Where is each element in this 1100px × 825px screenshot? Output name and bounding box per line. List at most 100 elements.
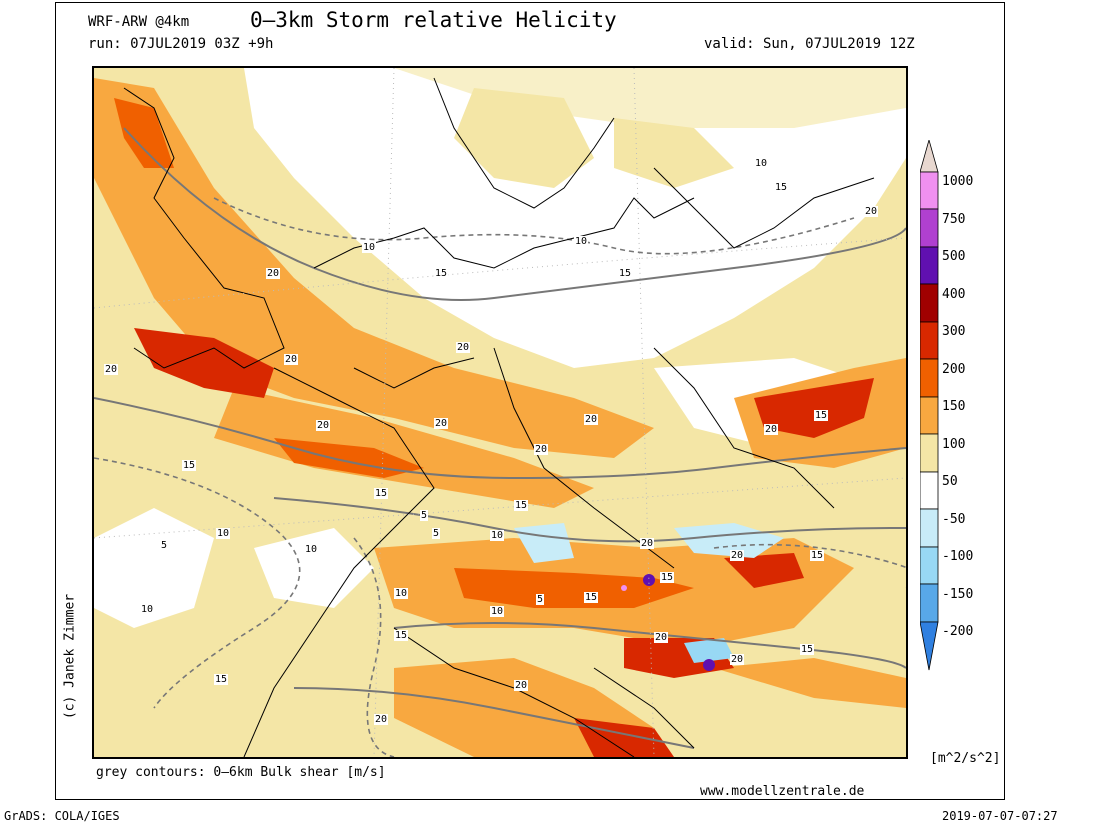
legend-swatch <box>920 433 939 473</box>
negative-patch-1 <box>514 523 574 563</box>
band-300-england <box>134 328 274 398</box>
contour-label: 15 <box>182 460 197 471</box>
negative-patch-3 <box>684 638 734 663</box>
low-helicity-north <box>244 68 906 368</box>
contour-label: 10 <box>362 242 377 253</box>
contour-label: 15 <box>810 550 825 561</box>
contour-label: 15 <box>514 500 529 511</box>
legend-swatch <box>920 546 939 585</box>
contour-label: 20 <box>456 342 471 353</box>
color-legend: 1000 750 500 400 300 200 150 100 50 -50 … <box>920 140 1020 680</box>
legend-label: 200 <box>942 362 966 377</box>
band-300-adriatic <box>574 718 674 757</box>
white-patch-france <box>254 528 374 608</box>
contour-label: 20 <box>266 268 281 279</box>
legend-label: -50 <box>942 512 966 527</box>
contour-note: grey contours: 0–6km Bulk shear [m/s] <box>96 765 386 780</box>
white-patch-west <box>94 508 214 628</box>
legend-label: 500 <box>942 249 966 264</box>
legend-label: -100 <box>942 549 974 564</box>
contour-label: 20 <box>864 206 879 217</box>
peak-500-spot-2 <box>703 659 715 671</box>
legend-label: 400 <box>942 287 966 302</box>
contour-label: 15 <box>814 410 829 421</box>
band-300-east <box>754 378 874 438</box>
legend-swatch <box>920 321 939 360</box>
contour-label: 15 <box>374 488 389 499</box>
contour-label: 10 <box>304 544 319 555</box>
legend-label: 50 <box>942 474 958 489</box>
legend-swatch <box>920 283 939 323</box>
legend-label: -200 <box>942 624 974 639</box>
contour-label: 10 <box>574 236 589 247</box>
legend-label: 750 <box>942 212 966 227</box>
map-title: 0–3km Storm relative Helicity <box>250 8 617 32</box>
contour-label: 10 <box>394 588 409 599</box>
contour-label: 5 <box>160 540 169 551</box>
contour-label: 15 <box>800 644 815 655</box>
contour-label: 5 <box>432 528 441 539</box>
legend-bottom-triangle <box>920 621 939 671</box>
contour-label: 20 <box>640 538 655 549</box>
contour-label: 20 <box>434 418 449 429</box>
units-label: [m^2/s^2] <box>930 751 1001 766</box>
contour-label: 20 <box>764 424 779 435</box>
contour-label: 15 <box>394 630 409 641</box>
legend-swatch <box>920 583 939 623</box>
legend-swatch <box>920 508 939 548</box>
legend-swatch <box>920 396 939 435</box>
software-label: GrADS: COLA/IGES <box>4 809 120 823</box>
contour-label: 20 <box>514 680 529 691</box>
contour-label: 20 <box>316 420 331 431</box>
graticule <box>94 68 906 757</box>
contour-label: 5 <box>420 510 429 521</box>
contour-label: 15 <box>618 268 633 279</box>
helicity-map: 20 20 20 20 20 20 20 20 20 20 20 20 20 2… <box>92 66 908 759</box>
contour-label: 5 <box>536 594 545 605</box>
contour-label: 20 <box>284 354 299 365</box>
contour-label: 20 <box>534 444 549 455</box>
band-200-scotland <box>114 98 174 168</box>
contour-label: 20 <box>730 550 745 561</box>
figure-frame <box>55 2 1005 800</box>
valid-time-label: valid: Sun, 07JUL2019 12Z <box>704 36 915 52</box>
contour-label: 15 <box>774 182 789 193</box>
author-credit-text: (c) Janek Zimmer <box>62 593 78 720</box>
contour-label: 15 <box>584 592 599 603</box>
contour-label: 15 <box>660 572 675 583</box>
contour-label: 10 <box>140 604 155 615</box>
band-150-southeast <box>714 658 906 708</box>
legend-swatch <box>920 246 939 285</box>
contour-label: 10 <box>490 530 505 541</box>
negative-patch-2 <box>674 523 784 558</box>
contour-label: 20 <box>104 364 119 375</box>
map-canvas <box>94 68 906 757</box>
legend-colorbar <box>920 140 939 671</box>
contour-label: 10 <box>490 606 505 617</box>
contour-label: 20 <box>584 414 599 425</box>
contour-label: 20 <box>654 632 669 643</box>
contour-label: 20 <box>374 714 389 725</box>
legend-swatch <box>920 171 939 210</box>
contour-label: 10 <box>216 528 231 539</box>
contour-label: 20 <box>730 654 745 665</box>
legend-swatch <box>920 358 939 398</box>
contour-label: 15 <box>434 268 449 279</box>
shear-contours <box>94 127 906 749</box>
model-label: WRF-ARW @4km <box>88 14 190 30</box>
baltic-fill <box>614 118 734 188</box>
peak-500-spot-1 <box>643 574 655 586</box>
contour-label: 10 <box>754 158 769 169</box>
band-200-alps <box>454 568 694 608</box>
legend-label: 150 <box>942 399 966 414</box>
peak-1000-spot <box>621 585 627 591</box>
legend-swatch <box>920 471 939 510</box>
legend-label: 1000 <box>942 174 974 189</box>
band-300-hungary <box>724 553 804 588</box>
timestamp-label: 2019-07-07-07:27 <box>942 809 1058 823</box>
legend-label: -150 <box>942 587 974 602</box>
legend-label: 100 <box>942 437 966 452</box>
website-label: www.modellzentrale.de <box>700 784 865 799</box>
scandinavia-fill <box>454 88 594 188</box>
author-credit: (c) Janek Zimmer <box>60 583 80 733</box>
